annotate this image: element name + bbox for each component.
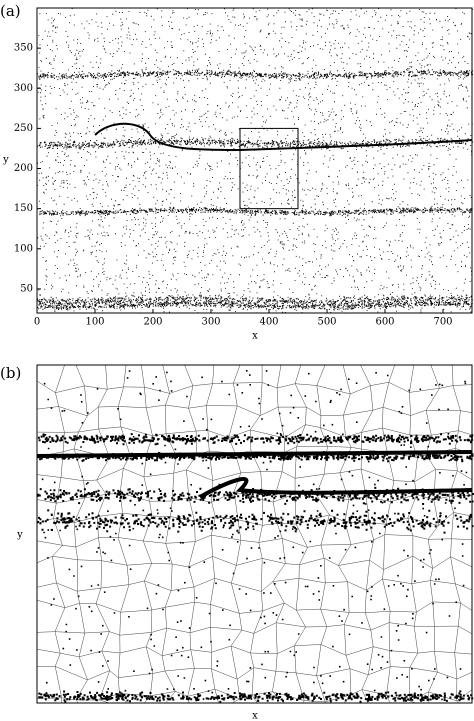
panel-label: (a): [0, 2, 21, 20]
x-tick-label: 0: [34, 317, 40, 328]
x-tick-label: 700: [433, 317, 452, 328]
particle-texture: [36, 8, 474, 704]
zoom-box: [239, 127, 299, 210]
filament: [36, 450, 473, 499]
x-tick-label: 400: [259, 317, 278, 328]
y-axis-label: y: [16, 530, 23, 541]
x-tick-label: 300: [201, 317, 220, 328]
filament: [94, 122, 473, 152]
plot-frame: [36, 364, 473, 704]
y-tick-label: 150: [14, 203, 33, 214]
y-tick-label: 350: [14, 43, 33, 54]
x-tick-label: 600: [375, 317, 394, 328]
y-tick-label: 50: [20, 283, 33, 294]
cell-edges: [36, 364, 473, 704]
y-tick-label: 200: [14, 163, 33, 174]
particles: [37, 8, 473, 314]
x-tick-label: 100: [85, 317, 104, 328]
panel-label: (b): [0, 364, 21, 382]
x-axis-label: x: [252, 711, 258, 721]
y-tick-label: 250: [14, 123, 33, 134]
x-axis-label: x: [252, 331, 258, 342]
y-axis-label: y: [2, 155, 9, 166]
y-tick-label: 300: [14, 83, 33, 94]
x-tick-label: 200: [143, 317, 162, 328]
plot-frame: [36, 7, 473, 314]
y-tick-label: 100: [14, 243, 33, 254]
x-tick-label: 500: [317, 317, 336, 328]
